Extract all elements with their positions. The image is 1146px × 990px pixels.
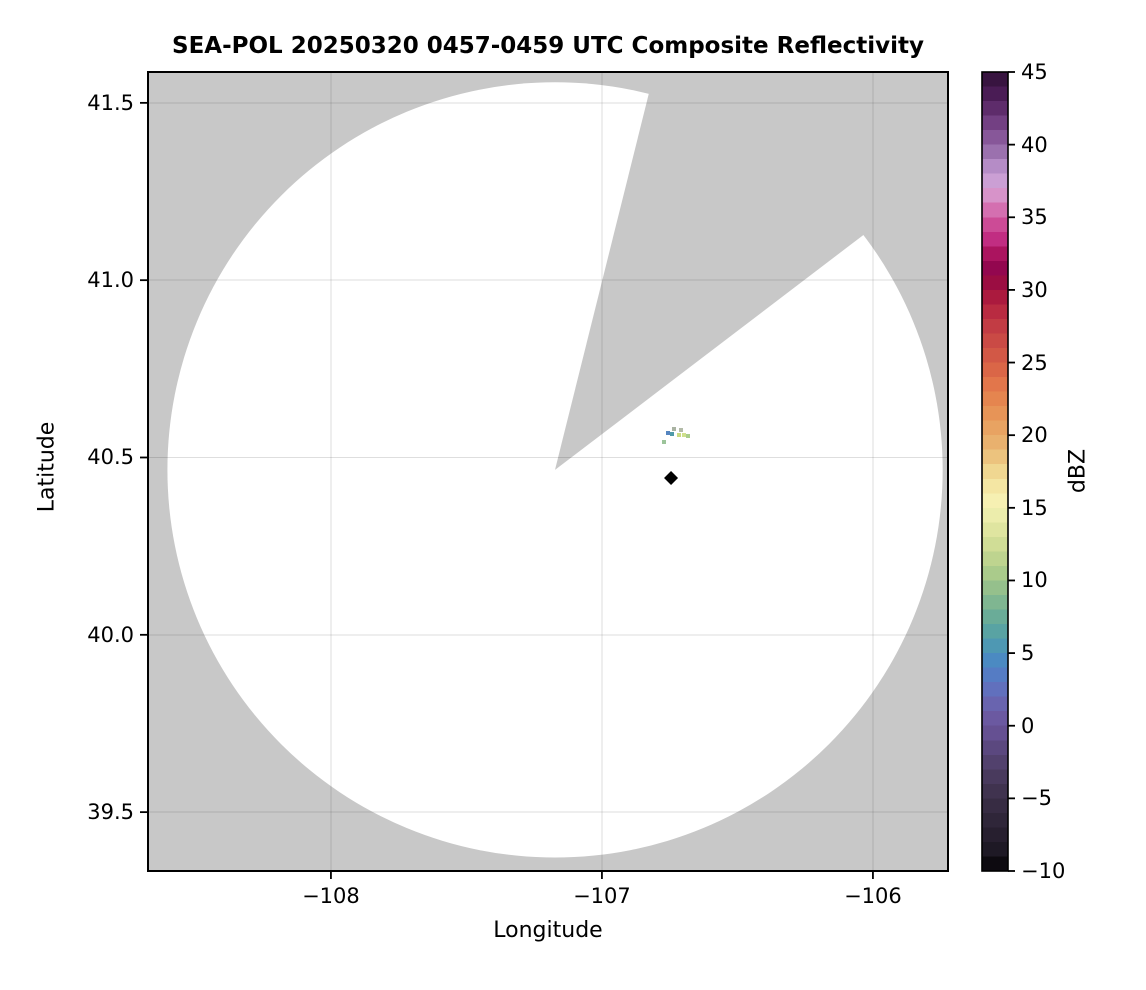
- colorbar-border: [981, 71, 1009, 872]
- missing-data-sector: [555, 72, 948, 470]
- colorbar-band: [982, 144, 1008, 160]
- plot-border: [147, 71, 949, 872]
- colorbar-band: [982, 594, 1008, 611]
- reflectivity-echo: [682, 433, 687, 438]
- colorbar-band: [982, 580, 1008, 596]
- colorbar-tick-label: 5: [1021, 641, 1035, 666]
- colorbar-band: [982, 449, 1008, 465]
- x-tick-label: −107: [573, 884, 631, 908]
- colorbar-band: [982, 769, 1008, 785]
- radar-field: [148, 72, 948, 871]
- colorbar-band: [982, 464, 1008, 480]
- colorbar-band: [982, 653, 1008, 669]
- colorbar-band: [982, 348, 1008, 364]
- reflectivity-echo: [679, 427, 684, 432]
- colorbar-band: [982, 202, 1008, 218]
- colorbar-band: [982, 188, 1008, 204]
- plot-title: SEA-POL 20250320 0457-0459 UTC Composite…: [172, 33, 924, 59]
- colorbar-band: [982, 624, 1008, 640]
- colorbar: [982, 72, 1008, 872]
- colorbar-band: [982, 406, 1008, 422]
- y-tick-label: 41.0: [87, 268, 134, 293]
- radar-site-marker: [664, 471, 679, 486]
- colorbar-band: [982, 217, 1008, 233]
- colorbar-band: [982, 667, 1008, 683]
- colorbar-band: [982, 72, 1008, 88]
- colorbar-band: [982, 420, 1008, 436]
- colorbar-tick-label: 25: [1021, 350, 1048, 375]
- reflectivity-echo: [661, 439, 666, 444]
- y-tick-label: 39.5: [87, 800, 134, 825]
- reflectivity-echo: [677, 433, 682, 438]
- colorbar-band: [982, 754, 1008, 770]
- colorbar-band: [982, 798, 1008, 814]
- colorbar-band: [982, 333, 1008, 349]
- colorbar-tick-label: 35: [1021, 205, 1048, 230]
- colorbar-band: [982, 275, 1008, 291]
- colorbar-band: [982, 435, 1008, 451]
- colorbar-tick-label: 15: [1021, 495, 1048, 520]
- colorbar-band: [982, 159, 1008, 175]
- colorbar-band: [982, 507, 1008, 523]
- colorbar-band: [982, 115, 1008, 131]
- colorbar-tick-label: 45: [1021, 60, 1048, 84]
- x-axis-label: Longitude: [493, 918, 603, 943]
- colorbar-band: [982, 231, 1008, 247]
- reflectivity-echo: [672, 426, 677, 431]
- colorbar-band: [982, 696, 1008, 712]
- colorbar-tick-label: 30: [1021, 277, 1048, 302]
- colorbar-band: [982, 260, 1008, 276]
- y-tick-label: 40.0: [87, 622, 134, 647]
- colorbar-band: [982, 101, 1008, 117]
- colorbar-tick-label: 20: [1021, 423, 1048, 448]
- reflectivity-echo: [670, 432, 675, 437]
- colorbar-band: [982, 377, 1008, 393]
- colorbar-band: [982, 638, 1008, 654]
- colorbar-band: [982, 246, 1008, 262]
- colorbar-ticks: [1008, 71, 1015, 872]
- colorbar-band: [982, 841, 1008, 858]
- colorbar-band: [982, 391, 1008, 407]
- colorbar-band: [982, 318, 1008, 335]
- colorbar-band: [982, 522, 1008, 538]
- colorbar-band: [982, 740, 1008, 756]
- colorbar-tick-label: 10: [1021, 568, 1048, 593]
- colorbar-band: [982, 609, 1008, 625]
- colorbar-band: [982, 289, 1008, 306]
- colorbar-tick-label: 40: [1021, 132, 1048, 157]
- colorbar-band: [982, 130, 1008, 146]
- colorbar-tick-label: −5: [1021, 786, 1052, 811]
- colorbar-band: [982, 536, 1008, 552]
- colorbar-label: dBZ: [1065, 448, 1091, 494]
- gridlines: [148, 72, 948, 871]
- x-tick-label: −106: [844, 884, 902, 908]
- colorbar-band: [982, 682, 1008, 698]
- colorbar-band: [982, 478, 1008, 494]
- colorbar-tick-label: −10: [1021, 859, 1066, 883]
- colorbar-band: [982, 783, 1008, 799]
- reflectivity-echo: [686, 433, 691, 438]
- colorbar-band: [982, 493, 1008, 509]
- y-tick-label: 40.5: [87, 445, 134, 470]
- axis-ticks: [140, 101, 874, 879]
- colorbar-band: [982, 86, 1008, 102]
- x-tick-label: −108: [302, 884, 360, 908]
- colorbar-band: [982, 812, 1008, 829]
- y-tick-label: 41.5: [87, 90, 134, 115]
- colorbar-band: [982, 711, 1008, 727]
- colorbar-band: [982, 304, 1008, 320]
- colorbar-band: [982, 856, 1008, 872]
- colorbar-band: [982, 565, 1008, 582]
- colorbar-band: [982, 827, 1008, 843]
- colorbar-band: [982, 362, 1008, 378]
- colorbar-band: [982, 725, 1008, 741]
- reflectivity-echo: [666, 431, 671, 436]
- colorbar-band: [982, 551, 1008, 567]
- colorbar-band: [982, 173, 1008, 189]
- colorbar-tick-label: 0: [1021, 713, 1035, 738]
